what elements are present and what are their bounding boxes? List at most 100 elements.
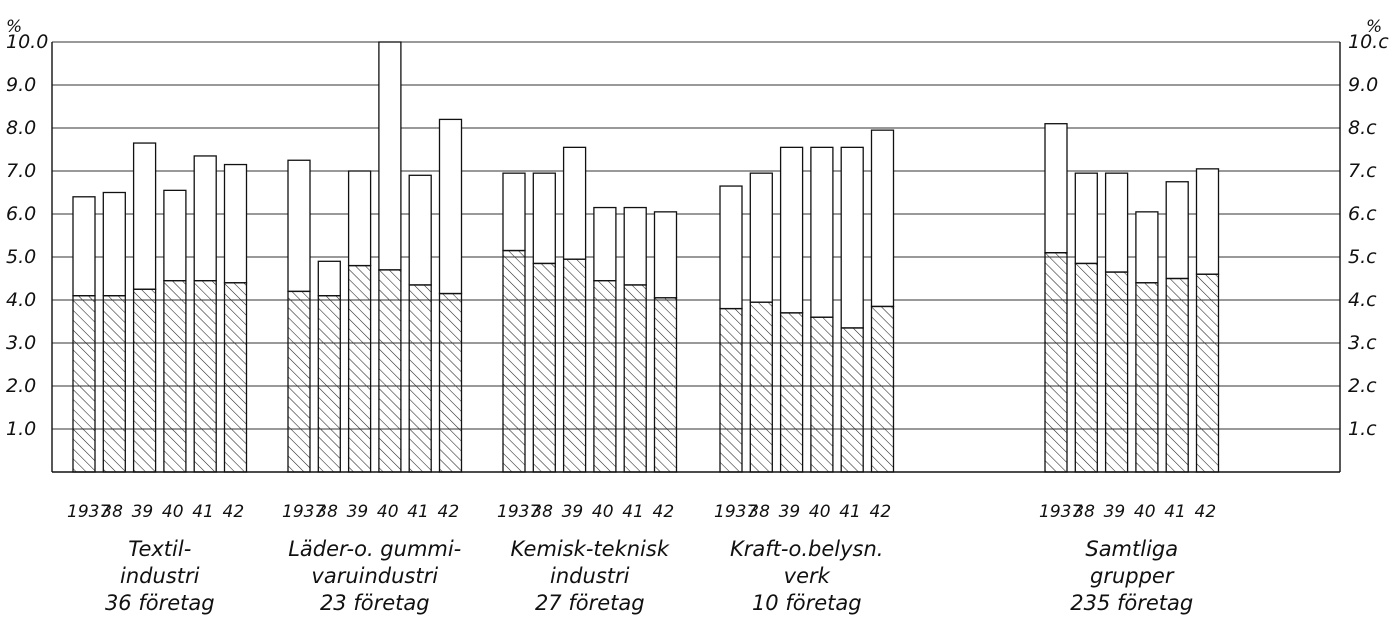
group-label-line: Kraft-o.belysn.	[730, 537, 883, 561]
bar-lower-segment	[163, 279, 187, 473]
year-label: 39	[347, 502, 369, 522]
bar-lower-segment	[223, 282, 248, 473]
bars	[72, 41, 1220, 473]
year-label: 42	[1195, 502, 1217, 522]
bar-lower-segment	[840, 327, 864, 473]
right-y-tick-label: 8.c	[1348, 117, 1377, 139]
y-tick-label: 1.0	[6, 418, 36, 440]
year-label: 40	[162, 502, 184, 522]
bar-lower-segment	[719, 307, 743, 473]
year-labels: 193738 39 40 41 42	[282, 502, 459, 522]
year-label: 1937	[497, 502, 540, 522]
group-label-line: 36 företag	[105, 591, 215, 615]
bar-lower-segment	[287, 290, 311, 473]
y-tick-label: 2.0	[6, 375, 36, 397]
bar-lower-segment	[1195, 273, 1220, 473]
group-label-line: varuindustri	[311, 564, 438, 588]
bar-lower-segment	[779, 312, 804, 473]
right-y-tick-label: 10.c	[1348, 31, 1389, 53]
year-label: 41	[192, 502, 214, 522]
bar-upper-segment	[408, 174, 432, 286]
bar-lower-segment	[749, 301, 773, 473]
year-label: 40	[1134, 502, 1156, 522]
group-label-line: Kemisk-teknisk	[511, 537, 670, 561]
group-label-line: 235 företag	[1070, 591, 1193, 615]
y-tick-label: 3.0	[6, 332, 36, 354]
y-tick-label: 5.0	[6, 246, 36, 268]
y-unit-label: %	[6, 17, 22, 37]
group-label-line: Läder-o. gummi-	[288, 537, 461, 561]
bar-lower-segment	[1135, 282, 1159, 473]
right-y-tick-label: 3.c	[1348, 332, 1377, 354]
group-label-line: 23 företag	[320, 591, 430, 615]
y-tick-label: 9.0	[6, 74, 36, 96]
bar-upper-segment	[719, 185, 743, 310]
year-label: 39	[779, 502, 801, 522]
bar-lower-segment	[72, 295, 96, 473]
bar-lower-segment	[1104, 271, 1129, 473]
year-label: 42	[438, 502, 460, 522]
bar-lower-segment	[810, 316, 834, 473]
bar-lower-segment	[653, 297, 678, 473]
bar-upper-segment	[378, 41, 402, 271]
right-y-tick-label: 9.0	[1348, 74, 1378, 96]
bar-upper-segment	[317, 260, 341, 297]
bar-upper-segment	[1165, 181, 1189, 280]
bar-upper-segment	[347, 170, 372, 267]
bar-upper-segment	[870, 129, 895, 308]
right-y-tick-label: 5.c	[1348, 246, 1377, 268]
year-label: 1937	[282, 502, 325, 522]
group-label-line: industri	[120, 564, 200, 588]
bar-lower-segment	[1074, 262, 1098, 473]
year-labels: 193738 39 40 41 42	[497, 502, 674, 522]
group-label-line: 10 företag	[752, 591, 862, 615]
year-label: 38	[531, 502, 553, 522]
year-label: 41	[622, 502, 644, 522]
year-label: 40	[377, 502, 399, 522]
year-label: 1937	[1039, 502, 1082, 522]
year-label: 38	[748, 502, 770, 522]
bar-upper-segment	[810, 146, 834, 318]
bar-lower-segment	[562, 258, 587, 473]
bar-upper-segment	[840, 146, 864, 329]
labels: 1.0 2.0 3.0 4.0 5.0 6.0 7.0 8.0 9.0 10.0 1.c 2.c 3.c…	[6, 17, 1389, 615]
bar-lower-segment	[438, 292, 463, 473]
bar-lower-segment	[502, 249, 526, 473]
bar-upper-segment	[623, 206, 647, 286]
year-label: 41	[839, 502, 861, 522]
group-label-line: verk	[784, 564, 831, 588]
bar-upper-segment	[72, 196, 96, 297]
bar-lower-segment	[408, 284, 432, 473]
year-label: 40	[809, 502, 831, 522]
year-labels: 193738 39 40 41 42	[67, 502, 244, 522]
right-y-tick-label: 2.c	[1348, 375, 1377, 397]
y-tick-label: 8.0	[6, 117, 36, 139]
bar-lower-segment	[532, 262, 556, 473]
bar-upper-segment	[532, 172, 556, 265]
year-label: 42	[653, 502, 675, 522]
bar-upper-segment	[1044, 123, 1068, 254]
y-tick-label: 6.0	[6, 203, 36, 225]
bar-upper-segment	[223, 163, 248, 284]
bar-upper-segment	[1135, 211, 1159, 284]
year-label: 39	[562, 502, 584, 522]
bar-upper-segment	[193, 155, 217, 282]
y-tick-label: 4.0	[6, 289, 36, 311]
year-label: 38	[101, 502, 123, 522]
bar-upper-segment	[1104, 172, 1129, 273]
year-label: 39	[132, 502, 154, 522]
right-y-tick-label: 7.c	[1348, 160, 1377, 182]
bar-lower-segment	[870, 305, 895, 473]
bar-upper-segment	[593, 206, 617, 282]
group-label-line: Samtliga	[1085, 537, 1178, 561]
right-y-unit-label: %	[1366, 17, 1382, 37]
gridlines	[52, 41, 1340, 430]
y-tick-label: 7.0	[6, 160, 36, 182]
bar-upper-segment	[779, 146, 804, 314]
y-tick-label: 10.0	[6, 31, 48, 53]
year-label: 42	[223, 502, 245, 522]
bar-upper-segment	[653, 211, 678, 299]
bar-upper-segment	[1074, 172, 1098, 265]
bar-lower-segment	[1165, 277, 1189, 473]
bar-upper-segment	[1195, 168, 1220, 275]
